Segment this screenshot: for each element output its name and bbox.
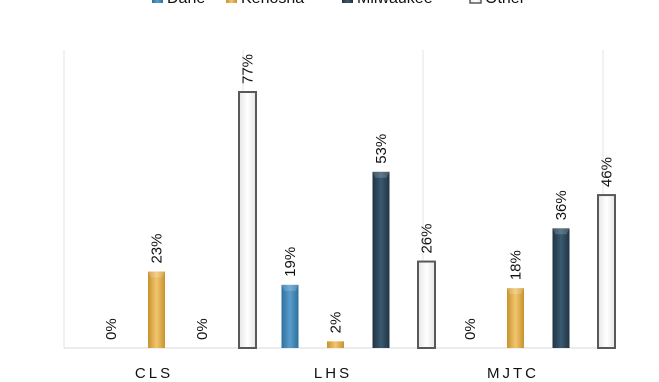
bar-cap (148, 271, 165, 278)
legend-label-dane: Dane (167, 0, 205, 7)
bar-cap (507, 288, 524, 295)
bar-body (327, 341, 344, 348)
legend-item-milwaukee: Milwaukee (342, 0, 433, 7)
bar-body (281, 284, 299, 348)
data-label-milwaukee-lhs: 53% (373, 134, 390, 164)
legend-item-kenosha: Kenosha (226, 0, 304, 7)
x-tick-label-lhs: LHS (314, 365, 352, 382)
bar-kenosha-cls (148, 271, 165, 348)
legend-label-other: Other (485, 0, 526, 7)
bar-kenosha-mjtc (507, 288, 524, 348)
bar-body (372, 171, 390, 348)
legend-swatch-milwaukee (342, 0, 353, 3)
x-tick-label-mjtc: MJTC (487, 365, 539, 382)
data-label-milwaukee-cls: 0% (194, 318, 211, 340)
bar-cap (372, 171, 390, 178)
legend-swatch-other (469, 0, 482, 4)
data-label-dane-lhs: 19% (282, 247, 299, 277)
bar-kenosha-lhs (327, 341, 344, 348)
bar-body (597, 194, 616, 349)
data-label-milwaukee-mjtc: 36% (553, 190, 570, 220)
bar-dane-lhs (281, 284, 299, 348)
bar-other-lhs (417, 260, 436, 349)
bars (148, 91, 616, 349)
legend-label-milwaukee: Milwaukee (357, 0, 433, 7)
data-label-kenosha-mjtc: 18% (508, 250, 525, 280)
bar-other-mjtc (597, 194, 616, 349)
data-label-other-mjtc: 46% (599, 157, 616, 187)
legend-label-kenosha: Kenosha (241, 0, 304, 7)
data-label-other-cls: 77% (240, 54, 257, 84)
data-label-kenosha-cls: 23% (149, 234, 166, 264)
bar-body (417, 260, 436, 349)
data-label-kenosha-lhs: 2% (328, 312, 345, 334)
bar-milwaukee-mjtc (552, 228, 570, 348)
bar-body (552, 228, 570, 348)
bar-body (507, 288, 524, 348)
bar-cap (281, 284, 299, 291)
legend-swatch-dane (152, 0, 163, 3)
bar-cap (552, 228, 570, 235)
legend: Dane Kenosha Milwaukee Other (152, 0, 526, 7)
data-label-other-lhs: 26% (419, 224, 436, 254)
data-label-dane-cls: 0% (103, 318, 120, 340)
bar-milwaukee-lhs (372, 171, 390, 348)
data-label-dane-mjtc: 0% (462, 318, 479, 340)
legend-item-dane: Dane (152, 0, 205, 7)
bar-body (148, 271, 165, 348)
legend-item-other: Other (469, 0, 526, 7)
legend-swatch-kenosha (226, 0, 237, 3)
bar-body (238, 91, 257, 349)
data-labels: 0% 23% 0% 77% 19% 2% 53% 26% 0% 18% 36% 46% (103, 54, 616, 340)
x-tick-label-cls: CLS (135, 365, 173, 382)
bar-other-cls (238, 91, 257, 349)
x-axis-ticks: CLS LHS MJTC (135, 365, 539, 382)
